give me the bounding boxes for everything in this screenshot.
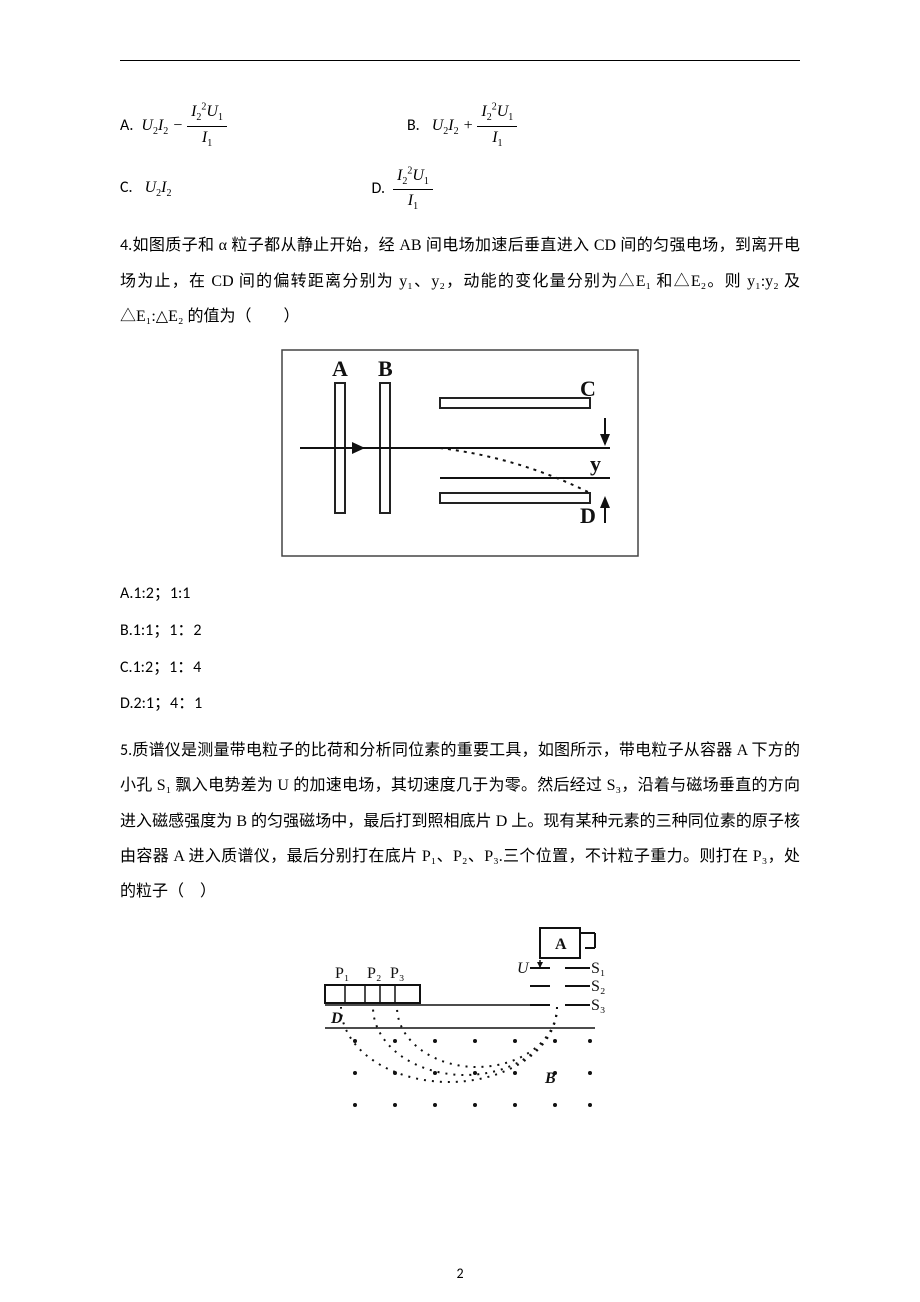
- q4-figure: A B C D y: [120, 348, 800, 558]
- label-s3: S₃: [591, 997, 605, 1014]
- q4-body: 如图质子和 α 粒子都从静止开始，经 AB 间电场加速后垂直进入 CD 间的匀强…: [120, 237, 800, 324]
- q5-text: 5.质谱仪是测量带电粒子的比荷和分析同位素的重要工具，如图所示，带电粒子从容器 …: [120, 733, 800, 909]
- label-d: D: [580, 503, 596, 528]
- q3-option-c: C. U2I2: [120, 177, 171, 201]
- q5-number: 5.: [120, 741, 132, 760]
- label-u: U: [517, 960, 530, 977]
- label-p3: P₃: [390, 965, 404, 982]
- label-d: D: [330, 1010, 343, 1027]
- label-s2: S₂: [591, 978, 605, 995]
- math-expr: U2I2 +: [428, 117, 478, 134]
- label-a: A: [555, 936, 567, 953]
- q5-body: 质谱仪是测量带电粒子的比荷和分析同位素的重要工具，如图所示，带电粒子从容器 A …: [120, 742, 800, 900]
- field-dots: [353, 1039, 592, 1107]
- option-label: D.: [371, 179, 385, 198]
- label-b: B: [378, 356, 393, 381]
- option-label: B.: [407, 116, 420, 135]
- label-p2: P₂: [367, 965, 381, 982]
- label-a: A: [332, 356, 348, 381]
- q3-option-b: B. U2I2 + I22U1 I1: [407, 101, 517, 151]
- label-p1: P₁: [335, 965, 349, 982]
- q3-options-row-2: C. U2I2 D. I22U1 I1: [120, 165, 800, 215]
- fraction: I22U1 I1: [393, 165, 433, 215]
- q4-choice-c: C.1:2；1：4: [120, 650, 800, 687]
- option-label: A.: [120, 116, 133, 135]
- label-s1: S₁: [591, 960, 605, 977]
- option-label: C.: [120, 178, 133, 197]
- math-expr: U2I2: [141, 179, 172, 196]
- q4-text: 4.如图质子和 α 粒子都从静止开始，经 AB 间电场加速后垂直进入 CD 间的…: [120, 228, 800, 334]
- label-y: y: [590, 451, 601, 476]
- q3-option-d: D. I22U1 I1: [371, 165, 432, 215]
- math-expr: U2I2 −: [141, 117, 187, 134]
- q3-option-a: A. U2I2 − I22U1 I1: [120, 101, 227, 151]
- label-bfield: B: [544, 1070, 556, 1087]
- q5-figure: A S₁ U S₂ S₃ D P₁ P₂ P₃: [120, 923, 800, 1138]
- q3-options-row-1: A. U2I2 − I22U1 I1 B. U2I2 + I22U1 I1: [120, 101, 800, 151]
- q4-number: 4.: [120, 236, 132, 255]
- q4-diagram-svg: A B C D y: [280, 348, 640, 558]
- fraction: I22U1 I1: [187, 101, 227, 151]
- header-rule: [120, 60, 800, 61]
- page-number: 2: [0, 1265, 920, 1282]
- q4-choice-d: D.2:1；4：1: [120, 686, 800, 723]
- label-c: C: [580, 376, 596, 401]
- fraction: I22U1 I1: [477, 101, 517, 151]
- q4-choice-a: A.1:2；1:1: [120, 576, 800, 613]
- page: A. U2I2 − I22U1 I1 B. U2I2 + I22U1 I1 C.…: [0, 0, 920, 1302]
- q4-choice-b: B.1:1；1：2: [120, 613, 800, 650]
- q5-diagram-svg: A S₁ U S₂ S₃ D P₁ P₂ P₃: [295, 923, 625, 1138]
